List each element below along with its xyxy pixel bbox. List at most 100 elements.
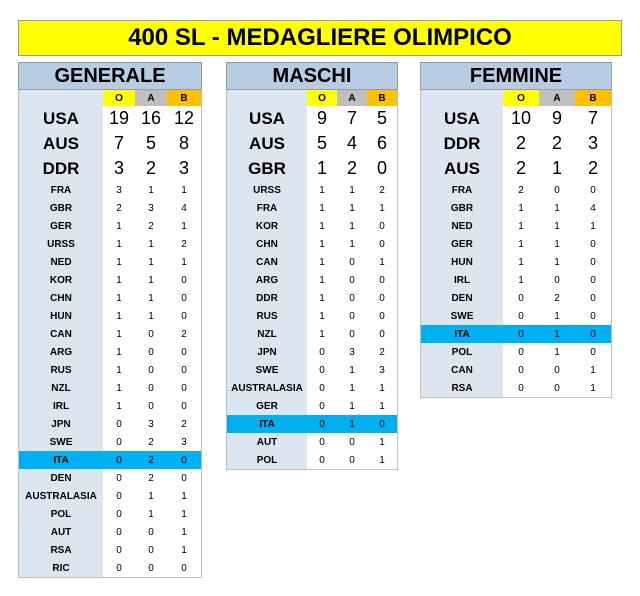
country-code: RIC — [19, 559, 103, 577]
bronze-count: 0 — [181, 364, 187, 376]
table-row: GER 1 2 1 — [19, 217, 201, 235]
table-row: GBR 1 1 4 — [421, 199, 611, 217]
silver-count: 2 — [145, 158, 156, 178]
table-row: NED 1 1 1 — [421, 217, 611, 235]
table-row: KOR 1 1 0 — [227, 217, 397, 235]
bronze-count: 1 — [379, 454, 385, 466]
silver-count: 2 — [346, 158, 357, 178]
silver-count: 0 — [148, 526, 154, 538]
country-header-blank — [19, 90, 103, 106]
bronze-count: 1 — [181, 490, 187, 502]
country-code: URSS — [19, 235, 103, 253]
country-code: SWE — [19, 433, 103, 451]
table-row: AUS 7 5 8 — [19, 131, 201, 156]
country-code: FRA — [19, 181, 103, 199]
table-row: URSS 1 1 2 — [227, 181, 397, 199]
gold-count: 0 — [319, 436, 325, 448]
bronze-count: 1 — [181, 220, 187, 232]
silver-header: A — [135, 90, 167, 106]
country-code: USA — [421, 106, 503, 131]
panel-femmine: FEMMINE O A B USA 10 9 7 DDR 2 2 3 AUS 2 1 2 FRA 2 0 0 GBR 1… — [420, 62, 612, 398]
country-code: POL — [227, 451, 307, 469]
country-code: HUN — [421, 253, 503, 271]
country-code: DDR — [421, 131, 503, 156]
table-row: IRL 1 0 0 — [421, 271, 611, 289]
gold-count: 0 — [116, 526, 122, 538]
gold-count: 1 — [116, 310, 122, 322]
silver-header: A — [539, 90, 575, 106]
bronze-count: 2 — [587, 158, 598, 178]
table-row: CAN 1 0 2 — [19, 325, 201, 343]
silver-count: 2 — [148, 220, 154, 232]
country-code: IRL — [421, 271, 503, 289]
medal-table: O A B USA 9 7 5 AUS 5 4 6 GBR 1 2 0 URSS 1 1 2 FRA 1 1 1 KOR 1 1 0… — [227, 90, 397, 469]
bronze-count: 0 — [181, 382, 187, 394]
table-row: RIC 0 0 0 — [19, 559, 201, 577]
country-code: URSS — [227, 181, 307, 199]
silver-count: 1 — [539, 325, 575, 343]
gold-count: 1 — [319, 310, 325, 322]
gold-count: 1 — [116, 238, 122, 250]
gold-count: 10 — [510, 108, 532, 128]
country-code: KOR — [19, 271, 103, 289]
table-row: AUSTRALASIA 0 1 1 — [227, 379, 397, 397]
country-code: CAN — [227, 253, 307, 271]
table-row: NZL 1 0 0 — [19, 379, 201, 397]
silver-count: 0 — [349, 328, 355, 340]
gold-header: O — [103, 90, 135, 106]
silver-count: 0 — [148, 562, 154, 574]
country-code: AUS — [227, 131, 307, 156]
bronze-count: 1 — [181, 508, 187, 520]
silver-count: 1 — [148, 508, 154, 520]
silver-count: 0 — [148, 400, 154, 412]
silver-count: 1 — [148, 310, 154, 322]
bronze-count: 0 — [590, 346, 596, 358]
table-row: KOR 1 1 0 — [19, 271, 201, 289]
table-row: JPN 0 3 2 — [227, 343, 397, 361]
country-code: HUN — [19, 307, 103, 325]
gold-count: 1 — [319, 292, 325, 304]
gold-count: 0 — [319, 382, 325, 394]
country-code: FRA — [227, 199, 307, 217]
silver-count: 0 — [349, 292, 355, 304]
silver-count: 3 — [349, 346, 355, 358]
bronze-count: 3 — [178, 158, 189, 178]
bronze-count: 4 — [590, 202, 596, 214]
page-title: 400 SL - MEDAGLIERE OLIMPICO — [18, 20, 622, 56]
table-row: AUS 2 1 2 — [421, 156, 611, 181]
country-code: RSA — [19, 541, 103, 559]
country-code: DDR — [19, 156, 103, 181]
gold-count: 0 — [518, 382, 524, 394]
silver-count: 5 — [145, 133, 156, 153]
table-row-highlighted: ITA 0 1 0 — [227, 415, 397, 433]
panel-title: GENERALE — [18, 62, 202, 90]
country-code: AUT — [19, 523, 103, 541]
gold-count: 0 — [307, 415, 337, 433]
gold-count: 1 — [319, 274, 325, 286]
table-row-highlighted: ITA 0 1 0 — [421, 325, 611, 343]
silver-count: 0 — [148, 346, 154, 358]
gold-count: 1 — [319, 238, 325, 250]
table-row: USA 9 7 5 — [227, 106, 397, 131]
bronze-count: 1 — [379, 400, 385, 412]
silver-header: A — [337, 90, 367, 106]
silver-count: 1 — [554, 202, 560, 214]
gold-count: 1 — [518, 274, 524, 286]
bronze-count: 1 — [590, 220, 596, 232]
table-row-highlighted: ITA 0 2 0 — [19, 451, 201, 469]
gold-count: 1 — [518, 256, 524, 268]
country-code: DDR — [227, 289, 307, 307]
gold-count: 1 — [116, 346, 122, 358]
bronze-count: 2 — [379, 184, 385, 196]
country-code: FRA — [421, 181, 503, 199]
bronze-count: 4 — [181, 202, 187, 214]
silver-count: 0 — [349, 274, 355, 286]
country-code: RUS — [227, 307, 307, 325]
silver-count: 1 — [349, 382, 355, 394]
table-row: CHN 1 1 0 — [227, 235, 397, 253]
gold-count: 1 — [116, 400, 122, 412]
silver-count: 1 — [148, 490, 154, 502]
gold-header: O — [307, 90, 337, 106]
gold-count: 1 — [116, 256, 122, 268]
silver-count: 1 — [148, 274, 154, 286]
